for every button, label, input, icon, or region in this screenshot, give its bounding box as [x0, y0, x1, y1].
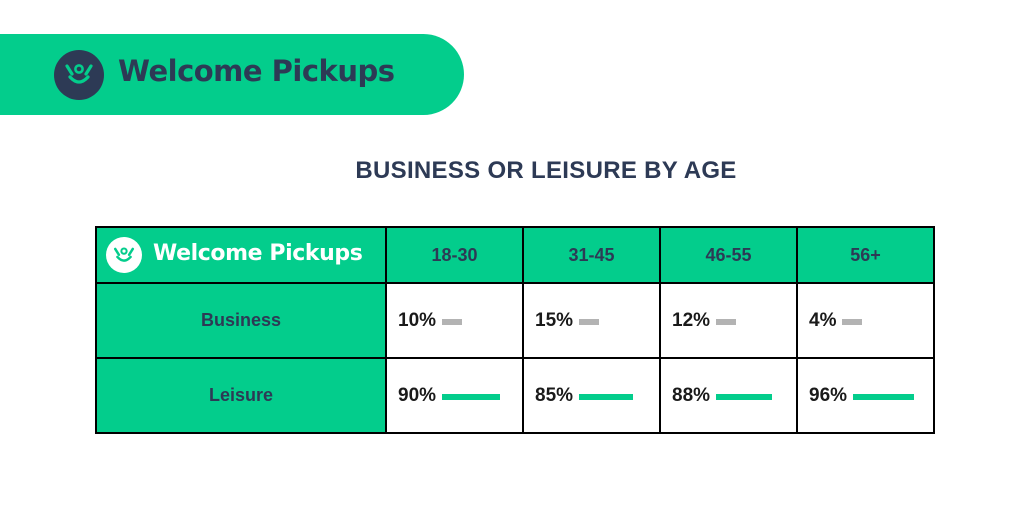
- column-header: 46-55: [659, 226, 798, 284]
- value-bar: [842, 319, 863, 325]
- value-bar: [442, 394, 501, 400]
- column-header: 18-30: [385, 226, 524, 284]
- table-row: Leisure 90% 85% 88% 96%: [95, 357, 935, 434]
- value-bar: [579, 319, 600, 325]
- welcome-pickups-logo-icon: [54, 50, 104, 100]
- value-label: 4%: [809, 309, 837, 331]
- table-row: Business 10% 15% 12% 4%: [95, 282, 935, 359]
- value-label: 85%: [535, 384, 574, 406]
- brand-name: Welcome Pickups: [118, 54, 395, 88]
- value-bar: [716, 319, 737, 325]
- value-bar: [853, 394, 915, 400]
- value-cell: 96%: [796, 357, 935, 434]
- value-label: 88%: [672, 384, 711, 406]
- value-cell: 4%: [796, 282, 935, 359]
- table-header-row: Welcome Pickups 18-30 31-45 46-55 56+: [95, 226, 935, 284]
- value-bar: [579, 394, 634, 400]
- value-cell: 10%: [385, 282, 524, 359]
- value-bar: [716, 394, 773, 400]
- header-banner: Welcome Pickups: [0, 34, 464, 115]
- column-header: 56+: [796, 226, 935, 284]
- value-cell: 12%: [659, 282, 798, 359]
- row-label: Business: [95, 282, 387, 359]
- value-label: 96%: [809, 384, 848, 406]
- value-cell: 88%: [659, 357, 798, 434]
- value-cell: 85%: [522, 357, 661, 434]
- value-label: 90%: [398, 384, 437, 406]
- brand-header-cell: Welcome Pickups: [95, 226, 387, 284]
- value-label: 15%: [535, 309, 574, 331]
- brand-name: Welcome Pickups: [153, 241, 363, 266]
- value-label: 12%: [672, 309, 711, 331]
- value-label: 10%: [398, 309, 437, 331]
- row-label: Leisure: [95, 357, 387, 434]
- value-bar: [442, 319, 463, 325]
- data-table: Welcome Pickups 18-30 31-45 46-55 56+ Bu…: [95, 226, 935, 434]
- chart-title: BUSINESS OR LEISURE BY AGE: [355, 157, 737, 184]
- value-cell: 15%: [522, 282, 661, 359]
- value-cell: 90%: [385, 357, 524, 434]
- welcome-pickups-logo-icon: [106, 237, 142, 273]
- column-header: 31-45: [522, 226, 661, 284]
